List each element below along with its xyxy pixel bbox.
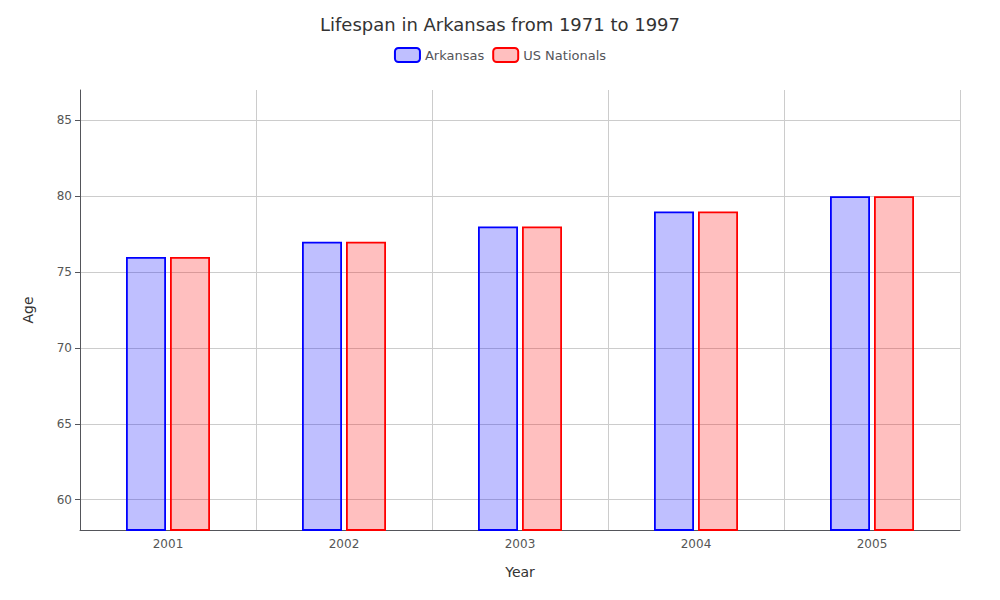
svg-text:2005: 2005 (857, 537, 888, 551)
svg-text:85: 85 (57, 113, 72, 127)
svg-text:2001: 2001 (153, 537, 184, 551)
svg-text:65: 65 (57, 417, 72, 431)
svg-text:Lifespan in Arkansas from 1971: Lifespan in Arkansas from 1971 to 1997 (320, 14, 680, 35)
svg-text:Age: Age (20, 296, 36, 323)
svg-text:80: 80 (57, 189, 72, 203)
svg-text:2004: 2004 (681, 537, 712, 551)
svg-text:US Nationals: US Nationals (523, 48, 606, 63)
svg-text:2003: 2003 (505, 537, 536, 551)
svg-text:Year: Year (504, 564, 535, 580)
svg-text:60: 60 (57, 493, 72, 507)
svg-text:Arkansas: Arkansas (425, 48, 484, 63)
svg-text:70: 70 (57, 341, 72, 355)
svg-text:75: 75 (57, 265, 72, 279)
svg-text:2002: 2002 (329, 537, 360, 551)
